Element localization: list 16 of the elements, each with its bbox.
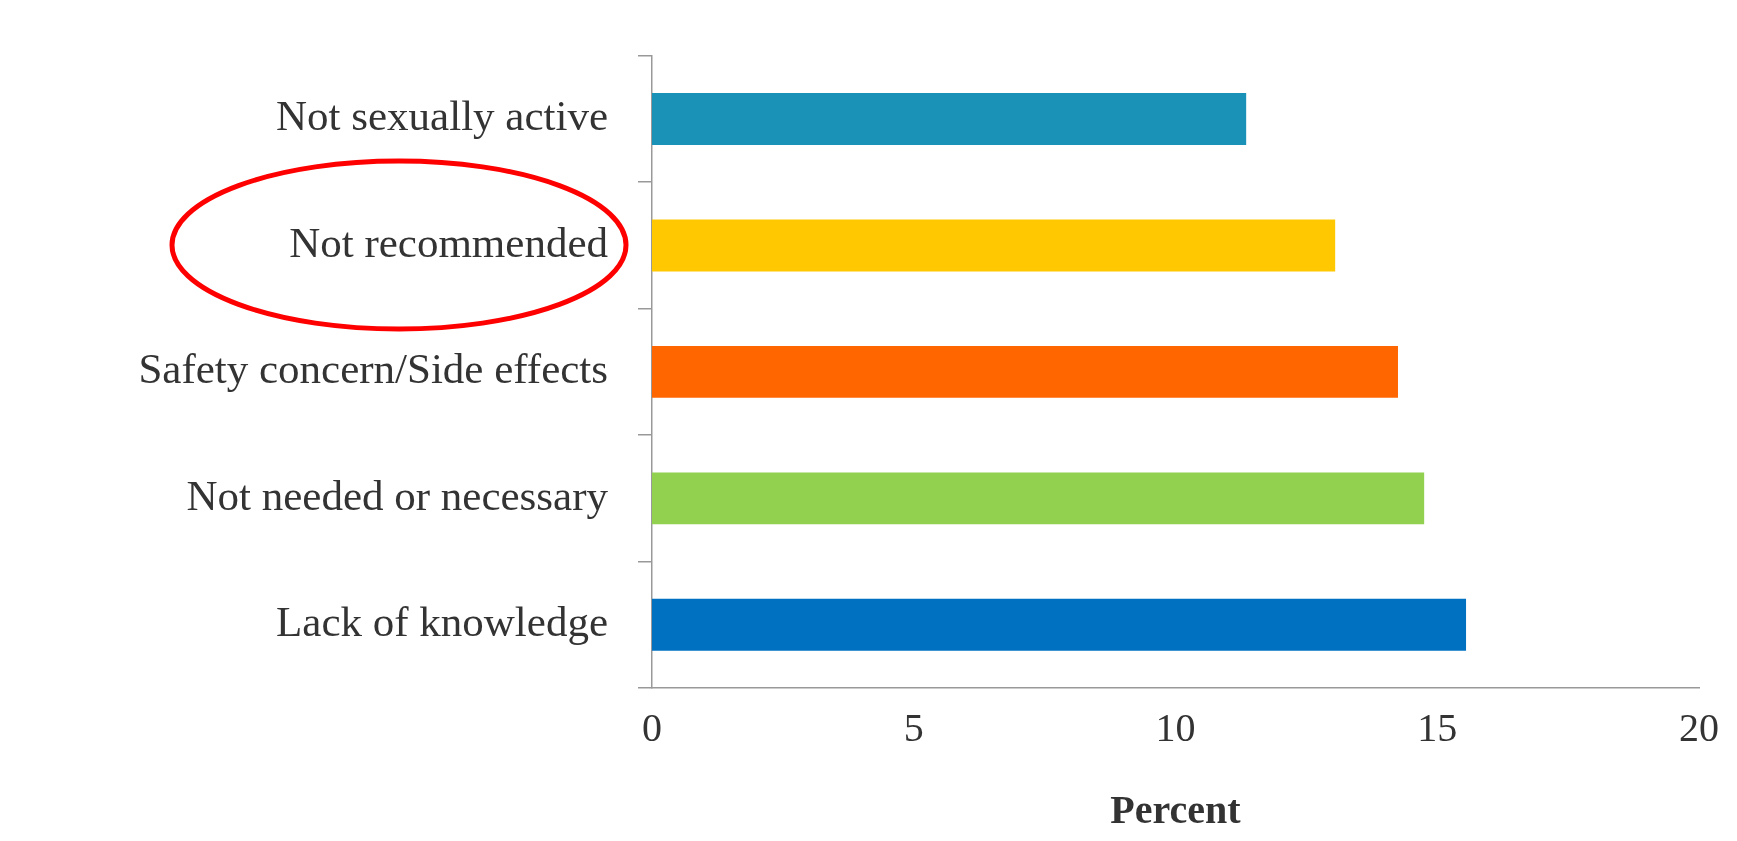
x-tick-label: 0 bbox=[642, 704, 662, 750]
bar bbox=[652, 219, 1336, 272]
y-tick-label: Not needed or necessary bbox=[186, 471, 609, 519]
bar bbox=[652, 93, 1247, 145]
bar bbox=[652, 598, 1467, 651]
y-tick-label: Safety concern/Side effects bbox=[138, 345, 608, 393]
y-tick-label: Not sexually active bbox=[276, 92, 608, 140]
bar bbox=[652, 345, 1398, 398]
x-axis-title: Percent bbox=[1110, 787, 1242, 833]
x-tick-label: 5 bbox=[903, 704, 924, 750]
x-tick-label: 10 bbox=[1155, 704, 1196, 750]
y-tick-label: Not recommended bbox=[289, 218, 608, 266]
y-tick-label: Lack of knowledge bbox=[276, 598, 608, 646]
x-tick-label: 20 bbox=[1679, 704, 1719, 750]
bar bbox=[652, 472, 1425, 525]
x-tick-label: 15 bbox=[1417, 704, 1458, 750]
